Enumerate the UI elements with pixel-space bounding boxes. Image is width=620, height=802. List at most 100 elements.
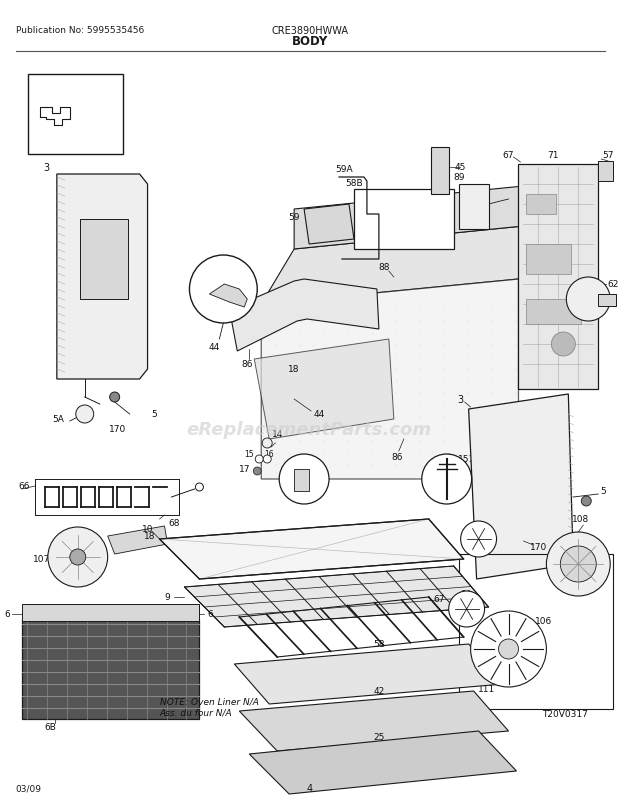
Text: 29: 29 [311, 483, 323, 492]
Circle shape [449, 591, 485, 627]
Text: 111: 111 [478, 685, 495, 694]
Text: 59: 59 [288, 213, 300, 222]
Text: 109: 109 [488, 650, 505, 658]
Polygon shape [234, 644, 503, 704]
Text: 16: 16 [264, 450, 274, 459]
Text: 107: 107 [33, 555, 50, 564]
Text: 44: 44 [314, 410, 325, 419]
Text: 25: 25 [373, 732, 384, 742]
Polygon shape [108, 526, 167, 554]
Circle shape [76, 406, 94, 423]
Text: 151: 151 [458, 455, 476, 464]
Text: 108: 108 [572, 515, 589, 524]
Text: 03/09: 03/09 [16, 783, 42, 792]
Bar [526, 300, 582, 325]
Text: 170: 170 [109, 425, 126, 434]
Circle shape [262, 439, 272, 448]
Text: 57: 57 [603, 150, 614, 160]
Text: 43: 43 [453, 465, 464, 474]
Bar [28, 75, 123, 155]
Text: 44: 44 [209, 343, 220, 352]
Text: T20V0317: T20V0317 [542, 710, 588, 719]
Circle shape [546, 533, 610, 596]
Text: 67: 67 [433, 595, 445, 604]
Text: 63: 63 [583, 295, 594, 304]
Text: 5A: 5A [52, 415, 64, 424]
Bar [598, 294, 616, 306]
Text: NOTE: Oven Liner N/A
Ass. du four N/A: NOTE: Oven Liner N/A Ass. du four N/A [159, 697, 259, 716]
Text: 108: 108 [570, 540, 587, 549]
Polygon shape [518, 164, 598, 390]
Text: 58A: 58A [200, 294, 218, 302]
Text: 42: 42 [373, 687, 384, 695]
Text: 151: 151 [107, 286, 125, 296]
Bar [526, 195, 556, 215]
Circle shape [560, 546, 596, 582]
Text: 12: 12 [208, 277, 221, 286]
Circle shape [582, 496, 591, 506]
Polygon shape [159, 520, 464, 579]
Circle shape [190, 256, 257, 323]
Text: 66: 66 [19, 482, 30, 491]
Circle shape [110, 392, 120, 403]
Text: 9: 9 [165, 593, 171, 602]
Bar [598, 162, 613, 182]
Polygon shape [22, 619, 200, 719]
Text: 59A: 59A [335, 165, 353, 174]
Text: 58: 58 [373, 640, 384, 649]
Text: 10: 10 [142, 525, 153, 534]
Circle shape [48, 528, 108, 587]
Polygon shape [185, 566, 489, 627]
Circle shape [253, 468, 261, 476]
Text: 5: 5 [152, 410, 157, 419]
Polygon shape [239, 691, 508, 751]
Polygon shape [210, 285, 247, 308]
Polygon shape [469, 395, 574, 579]
Text: 86: 86 [391, 453, 402, 462]
Text: 8A: 8A [461, 589, 472, 599]
Text: 67: 67 [503, 150, 514, 160]
Text: BODY: BODY [292, 35, 328, 48]
Polygon shape [80, 220, 128, 300]
Text: 18: 18 [288, 365, 300, 374]
Polygon shape [261, 280, 518, 480]
Polygon shape [354, 190, 454, 249]
Text: 4: 4 [307, 783, 313, 792]
Circle shape [422, 455, 472, 504]
Text: 88: 88 [378, 263, 389, 272]
Text: 14: 14 [272, 430, 283, 439]
Bar [459, 554, 613, 709]
Polygon shape [459, 184, 489, 229]
Text: 71: 71 [547, 150, 559, 160]
Text: 15: 15 [244, 450, 254, 459]
Polygon shape [229, 280, 379, 351]
Circle shape [471, 611, 546, 687]
Text: 45: 45 [455, 164, 466, 172]
Circle shape [498, 639, 518, 659]
Text: 86: 86 [242, 360, 253, 369]
Text: 17: 17 [239, 465, 250, 474]
Text: 3: 3 [44, 163, 50, 172]
Polygon shape [261, 225, 543, 305]
Polygon shape [249, 731, 516, 794]
Polygon shape [57, 175, 148, 379]
Text: 62: 62 [608, 280, 619, 290]
Text: 106: 106 [535, 617, 552, 626]
Text: 18: 18 [144, 532, 156, 541]
Polygon shape [22, 604, 200, 622]
Circle shape [279, 455, 329, 504]
Text: 5: 5 [600, 487, 606, 496]
Circle shape [70, 549, 86, 565]
Polygon shape [254, 339, 394, 439]
Circle shape [255, 456, 264, 464]
Text: CRE3890HWWA: CRE3890HWWA [272, 26, 348, 35]
Bar [526, 245, 571, 274]
Text: 5A: 5A [472, 522, 485, 531]
Text: 89: 89 [453, 173, 464, 182]
Text: 6B: 6B [44, 723, 56, 731]
Polygon shape [294, 184, 543, 249]
Polygon shape [304, 205, 354, 245]
Circle shape [195, 484, 203, 492]
Circle shape [264, 456, 271, 464]
Circle shape [551, 333, 575, 357]
